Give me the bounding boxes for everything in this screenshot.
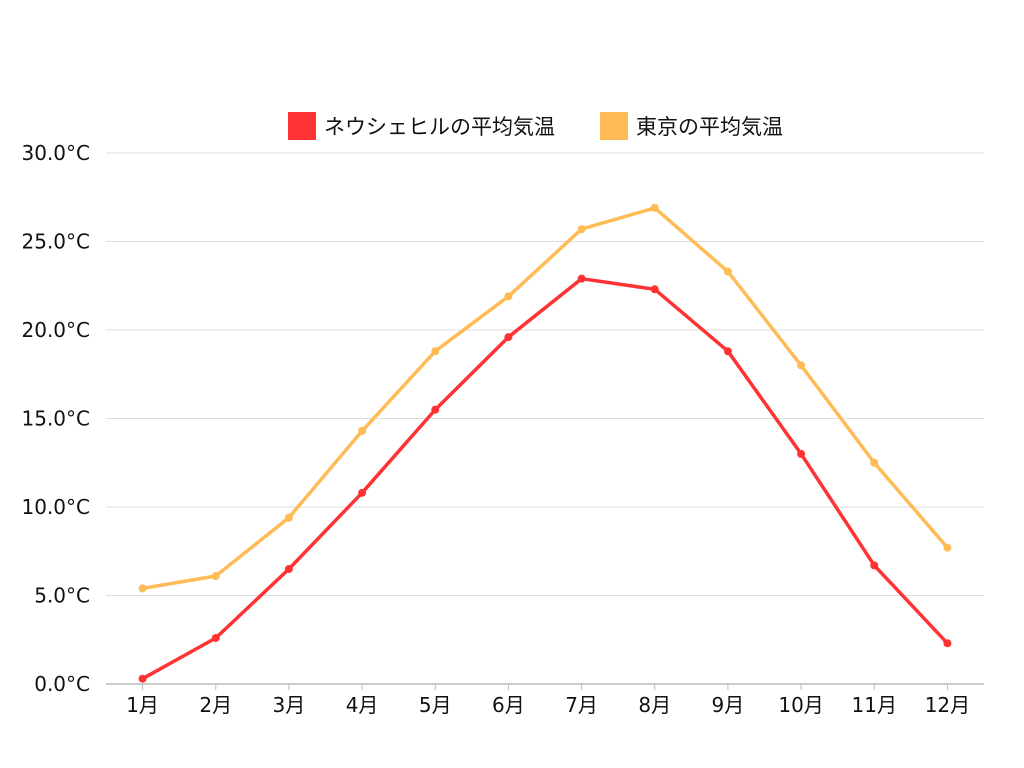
data-point-1[interactable] [358,488,367,497]
y-tick-label: 25.0°C [22,230,91,254]
x-tick-label: 5月 [419,693,452,717]
series-line-2 [140,206,950,591]
data-point-2[interactable] [431,347,440,356]
legend-label-2: 東京の平均気温 [636,115,783,139]
data-point-1[interactable] [723,347,732,356]
y-tick-label: 15.0°C [22,407,91,431]
legend-label-1: ネウシェヒルの平均気温 [324,115,555,139]
data-point-1[interactable] [211,633,220,642]
x-tick-label: 11月 [852,693,897,717]
x-tick-label: 6月 [492,693,525,717]
data-point-2[interactable] [211,572,220,581]
x-tick-label: 4月 [346,693,379,717]
data-point-2[interactable] [358,426,367,435]
x-tick-label: 7月 [565,693,598,717]
data-point-1[interactable] [943,639,952,648]
data-point-2[interactable] [870,458,879,467]
legend-item-1[interactable]: ネウシェヒルの平均気温 [288,112,555,140]
legend-item-2[interactable]: 東京の平均気温 [600,112,783,140]
data-point-1[interactable] [577,274,586,283]
data-point-1[interactable] [504,333,513,342]
data-point-2[interactable] [284,513,293,522]
x-tick-label: 1月 [126,693,159,717]
data-point-1[interactable] [797,449,806,458]
data-point-2[interactable] [797,361,806,370]
x-tick-label: 2月 [199,693,232,717]
x-tick-label: 12月 [925,693,970,717]
data-point-1[interactable] [138,674,147,683]
x-tick-label: 3月 [273,693,306,717]
data-point-1[interactable] [431,405,440,414]
x-tick-label: 9月 [712,693,745,717]
y-tick-label: 20.0°C [22,318,91,342]
data-point-1[interactable] [870,561,879,570]
legend: ネウシェヒルの平均気温 東京の平均気温 [288,112,783,140]
y-tick-label: 30.0°C [22,141,91,165]
y-axis: 0.0°C 5.0°C 10.0°C 15.0°C 20.0°C 25.0°C 30.0°C [22,141,91,696]
y-tick-label: 5.0°C [34,584,90,608]
data-point-2[interactable] [138,584,147,593]
x-tick-label: 8月 [638,693,671,717]
data-point-2[interactable] [723,267,732,276]
data-point-2[interactable] [577,225,586,234]
series-line-1 [140,276,950,681]
data-point-2[interactable] [504,292,513,301]
series-layer [138,203,952,683]
data-point-1[interactable] [284,564,293,573]
data-point-1[interactable] [650,285,659,294]
x-tick-label: 10月 [778,693,823,717]
data-point-2[interactable] [943,543,952,552]
legend-swatch-2 [600,112,628,140]
legend-swatch-1 [288,112,316,140]
y-tick-label: 10.0°C [22,495,91,519]
x-axis: 1月 2月 3月 4月 5月 6月 7月 8月 9月 10月 11月 12月 [106,683,984,717]
gridlines [106,152,984,596]
y-tick-label: 0.0°C [34,672,90,696]
data-point-2[interactable] [650,203,659,212]
